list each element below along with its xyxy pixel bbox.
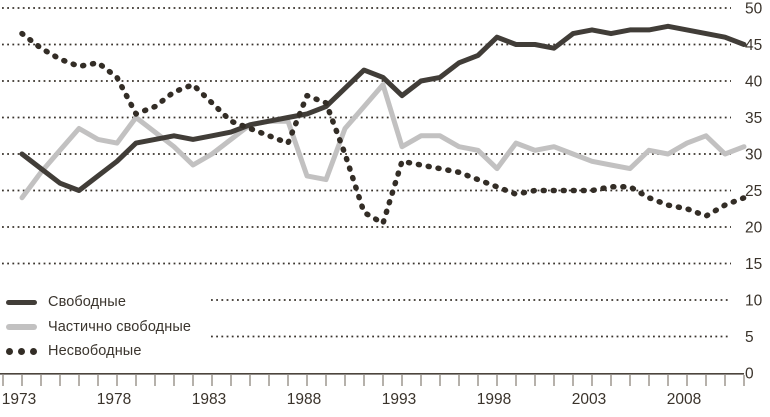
svg-text:30: 30 xyxy=(745,147,763,164)
svg-text:1988: 1988 xyxy=(287,391,321,408)
legend-item-partly-free: Частично свободные xyxy=(6,315,191,340)
gridlines xyxy=(2,7,731,338)
svg-text:5: 5 xyxy=(745,329,754,346)
partly-free-line xyxy=(19,82,747,201)
x-axis xyxy=(0,372,745,386)
dot xyxy=(30,347,37,355)
svg-text:1998: 1998 xyxy=(477,391,511,408)
svg-text:2008: 2008 xyxy=(667,391,701,408)
legend-item-free: Свободные xyxy=(6,290,191,315)
x-axis-labels: 1973 1978 1983 1988 1993 1998 2003 2008 xyxy=(2,391,701,408)
dot xyxy=(18,347,25,355)
partly-free-line-swatch xyxy=(6,324,37,330)
dot xyxy=(6,347,13,355)
free-line-swatch xyxy=(6,299,37,305)
svg-text:35: 35 xyxy=(745,110,762,127)
svg-text:20: 20 xyxy=(745,220,763,237)
svg-text:25: 25 xyxy=(745,183,762,200)
free-line xyxy=(19,23,747,193)
svg-text:45: 45 xyxy=(745,37,762,54)
legend-label-partly-free: Частично свободные xyxy=(48,318,192,335)
y-axis-labels: 0 5 10 15 20 25 30 35 40 45 50 xyxy=(745,1,763,383)
svg-text:1983: 1983 xyxy=(192,391,226,408)
svg-text:1973: 1973 xyxy=(2,391,36,408)
svg-text:2003: 2003 xyxy=(572,391,606,408)
svg-text:10: 10 xyxy=(745,293,763,310)
svg-text:1993: 1993 xyxy=(382,391,416,408)
svg-text:0: 0 xyxy=(745,366,754,383)
svg-text:15: 15 xyxy=(745,256,762,273)
legend-label-free: Свободные xyxy=(48,294,126,311)
svg-text:1978: 1978 xyxy=(97,391,131,408)
not-free-line xyxy=(19,30,747,227)
legend-label-not-free: Несвободные xyxy=(48,343,142,360)
legend-item-not-free: Несвободные xyxy=(6,339,191,364)
svg-text:50: 50 xyxy=(745,1,763,18)
not-free-line-swatch xyxy=(6,347,37,355)
svg-text:40: 40 xyxy=(745,74,763,91)
chart-legend: Свободные Частично свободные Несвободные xyxy=(6,290,191,364)
